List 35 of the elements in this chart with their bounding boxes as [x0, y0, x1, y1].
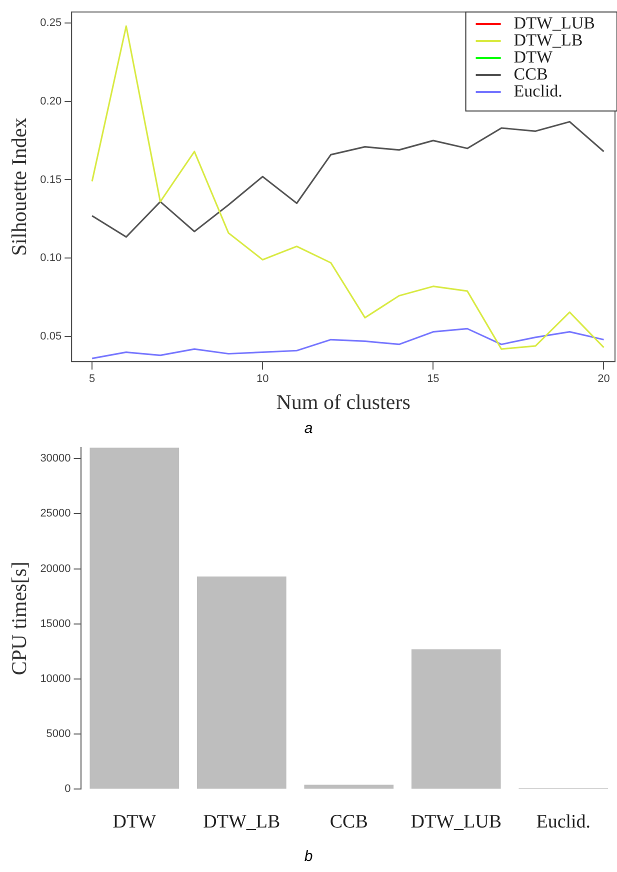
legend-label: Euclid.: [514, 81, 562, 100]
y-axis-title: Silhouette Index: [7, 117, 32, 256]
y-tick-label: 30000: [40, 452, 71, 465]
text: a: [303, 420, 314, 438]
x-tick-label: CCB: [330, 812, 368, 833]
x-tick-label: 20: [598, 373, 610, 386]
y-tick-label: 0.20: [40, 95, 62, 108]
x-tick-label: DTW: [112, 812, 156, 833]
y-tick-label: 25000: [40, 508, 71, 520]
x-tick-label: DTW_LB: [203, 812, 280, 833]
bar: [90, 448, 180, 789]
y-tick-label: 15000: [40, 618, 71, 630]
y-tick-label: 0: [64, 783, 71, 796]
bar: [196, 576, 286, 789]
x-tick-label: Euclid.: [536, 812, 591, 833]
x-tick-label: 10: [256, 373, 269, 386]
x-tick-label: 15: [427, 373, 440, 386]
y-tick-label: 0.10: [40, 252, 62, 264]
bar: [304, 784, 394, 789]
bar: [411, 649, 501, 789]
y-tick-label: 0.15: [40, 174, 62, 186]
text: b: [303, 848, 314, 866]
y-tick-label: 0.25: [40, 17, 62, 30]
legend-label: DTW: [514, 47, 554, 66]
x-tick-label: 5: [89, 373, 96, 386]
legend-label: DTW_LB: [514, 30, 583, 50]
y-tick-label: 20000: [40, 562, 71, 575]
x-tick-label: DTW_LUB: [410, 812, 502, 833]
legend-label: CCB: [514, 64, 548, 84]
x-axis-title: Num of clusters: [276, 390, 410, 414]
legend-label: DTW_LUB: [514, 13, 596, 32]
y-tick-label: 0.05: [40, 330, 62, 343]
y-tick-label: 5000: [46, 728, 71, 740]
y-tick-label: 10000: [40, 673, 71, 686]
y-axis-title: CPU times[s]: [7, 562, 32, 676]
